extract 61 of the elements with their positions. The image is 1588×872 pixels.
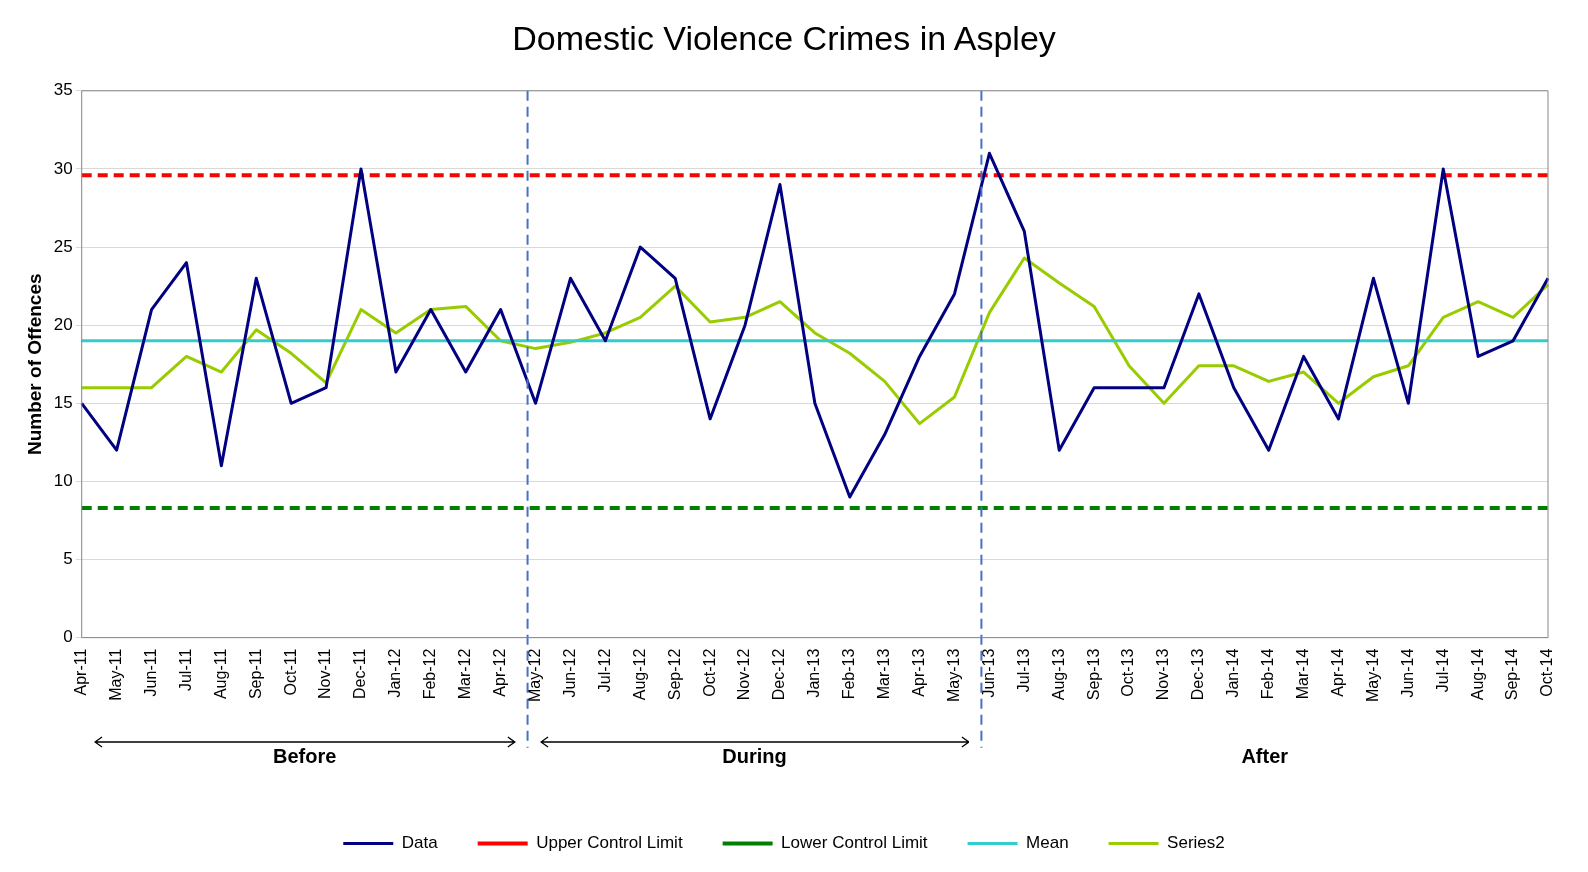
x-tick-label: Aug-12: [630, 648, 648, 701]
legend-label: Data: [401, 833, 439, 853]
x-tick-label: Jan-13: [805, 648, 823, 698]
x-tick-label: Apr-12: [491, 648, 509, 697]
x-tick-label: Sep-11: [246, 648, 264, 700]
x-tick-label: Feb-13: [840, 648, 858, 700]
x-tick-label: Oct-13: [1119, 648, 1137, 697]
x-tick-label: Jan-12: [386, 648, 404, 698]
x-tick-label: Dec-12: [770, 648, 788, 701]
x-tick-label: Sep-12: [665, 648, 683, 701]
legend-label: Upper Control Limit: [536, 833, 683, 853]
x-tick-label: Jul-14: [1433, 648, 1451, 693]
y-tick-label: 30: [53, 158, 73, 178]
x-tick-label: Oct-12: [700, 648, 718, 697]
legend-label: Mean: [1026, 833, 1069, 853]
x-tick-label: Nov-12: [735, 648, 753, 701]
x-tick-label: Apr-11: [72, 648, 90, 696]
x-tick-label: Oct-14: [1538, 648, 1556, 697]
x-tick-label: Mar-13: [875, 648, 893, 700]
x-tick-label: May-12: [525, 648, 543, 703]
x-tick-label: Jul-12: [595, 648, 613, 693]
x-tick-label: May-11: [107, 648, 125, 701]
y-tick-label: 10: [53, 471, 73, 491]
x-tick-label: Jun-13: [979, 648, 997, 698]
y-axis-title: Number of Offences: [23, 273, 45, 456]
x-tick-label: May-14: [1363, 648, 1381, 703]
x-tick-label: Apr-14: [1328, 648, 1346, 697]
x-tick-label: Aug-14: [1468, 648, 1486, 701]
x-tick-label: May-13: [944, 648, 962, 703]
x-tick-label: Oct-11: [281, 648, 299, 696]
x-tick-label: Mar-14: [1294, 648, 1312, 700]
y-tick-label: 15: [53, 392, 73, 412]
x-tick-label: Sep-13: [1084, 648, 1102, 701]
x-tick-label: Jun-14: [1398, 648, 1416, 698]
text: During: [722, 745, 787, 768]
x-tick-label: Jan-14: [1224, 648, 1242, 698]
y-tick-label: 0: [63, 627, 73, 647]
legend-label: Lower Control Limit: [781, 833, 928, 853]
x-tick-label: Aug-11: [211, 648, 229, 700]
x-tick-label: Apr-13: [910, 648, 927, 697]
text: After: [1241, 745, 1289, 768]
x-tick-label: Dec-13: [1189, 648, 1207, 701]
x-tick-label: Jun-12: [560, 648, 578, 698]
y-tick-label: 20: [53, 314, 73, 334]
legend-label: Series2: [1167, 833, 1225, 853]
x-tick-label: Mar-12: [456, 648, 474, 700]
x-tick-label: Jul-11: [176, 648, 194, 692]
x-tick-label: Nov-11: [316, 648, 334, 700]
text: Before: [272, 745, 337, 768]
x-tick-label: Feb-12: [421, 648, 439, 700]
x-tick-label: Nov-13: [1154, 648, 1172, 701]
x-tick-label: Feb-14: [1259, 648, 1277, 700]
y-tick-label: 35: [53, 80, 73, 100]
x-tick-label: Dec-11: [351, 648, 369, 700]
x-tick-label: Jun-11: [141, 648, 159, 697]
x-tick-label: Aug-13: [1049, 648, 1067, 701]
chart-title: Domestic Violence Crimes in Aspley: [512, 18, 1056, 57]
x-tick-label: Sep-14: [1503, 648, 1521, 701]
y-tick-label: 25: [53, 236, 73, 256]
x-tick-label: Jul-13: [1014, 648, 1032, 693]
y-tick-label: 5: [63, 549, 73, 569]
